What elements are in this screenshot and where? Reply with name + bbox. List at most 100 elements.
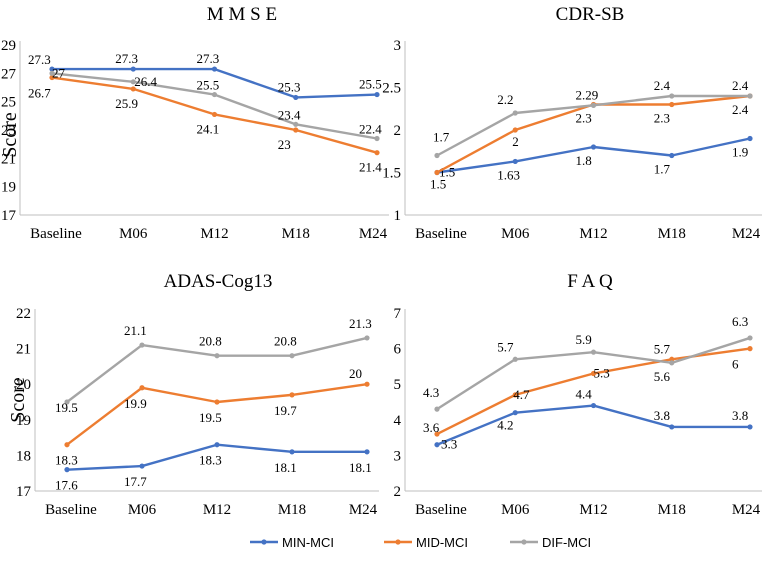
y-tick-label: 17 [16, 484, 32, 500]
x-tick-label: M06 [501, 502, 530, 518]
data-label: 3.3 [441, 437, 457, 452]
data-point [64, 399, 70, 405]
data-point [512, 110, 518, 116]
data-point [512, 410, 518, 416]
data-point [289, 392, 295, 398]
data-point [130, 79, 136, 85]
data-point [364, 381, 370, 387]
data-label: 5.7 [654, 341, 671, 356]
data-point [590, 144, 597, 150]
data-point [289, 449, 295, 455]
data-point [747, 424, 753, 430]
data-label: 18.3 [55, 453, 78, 468]
data-point [669, 93, 675, 99]
data-label: 19.5 [199, 410, 222, 425]
data-point [747, 135, 753, 142]
x-tick-label: M12 [579, 502, 607, 518]
data-label: 26.7 [28, 86, 51, 101]
data-point [130, 66, 136, 72]
data-label: 17.7 [124, 474, 147, 489]
data-point [293, 94, 299, 101]
x-tick-label: M06 [128, 502, 157, 518]
data-label: 25.5 [359, 77, 382, 92]
data-point [293, 121, 299, 127]
data-point [214, 353, 220, 359]
y-tick-label: 2 [394, 484, 402, 500]
legend-label: MID-MCI [416, 535, 468, 550]
data-point [669, 356, 675, 362]
data-label: 19.5 [55, 400, 78, 415]
x-tick-label: M18 [658, 226, 686, 242]
data-point [364, 335, 370, 341]
data-point [130, 86, 136, 92]
data-label: 27.3 [197, 51, 220, 66]
data-label: 18.1 [349, 460, 372, 475]
y-tick-label: 27 [1, 66, 17, 82]
y-tick-label: 2.5 [382, 81, 401, 97]
data-label: 22.4 [359, 122, 382, 137]
data-label: 2 [512, 134, 519, 149]
data-point [434, 152, 440, 159]
data-label: 21.3 [349, 316, 372, 331]
data-point [590, 102, 597, 108]
data-label: 24.1 [197, 121, 220, 136]
data-label: 18.1 [274, 460, 297, 475]
legend-marker [521, 539, 527, 545]
data-label: 19.7 [274, 403, 297, 418]
data-point [669, 152, 675, 159]
data-label: 2.3 [576, 111, 592, 126]
chart-title: M M S E [207, 4, 277, 25]
y-tick-label: 21 [1, 151, 16, 167]
chart-panel-1: M M S E Score 17 19 21 23 25 27 29 Baseline M06 M12… [0, 4, 389, 242]
x-tick-label: M18 [282, 226, 310, 242]
x-tick-label: M18 [658, 502, 686, 518]
data-label: 4.4 [576, 387, 593, 402]
data-label: 5.7 [497, 339, 514, 354]
data-point [289, 353, 295, 359]
y-tick-label: 1 [394, 208, 402, 224]
data-point [512, 392, 518, 398]
y-tick-label: 25 [1, 95, 16, 111]
data-point [747, 93, 753, 99]
data-label: 2.4 [732, 102, 749, 117]
x-tick-label: M24 [732, 226, 761, 242]
data-point [139, 463, 145, 469]
y-tick-label: 29 [1, 38, 16, 54]
series-line-mid-mci [436, 347, 751, 436]
legend-label: DIF-MCI [542, 535, 591, 550]
x-tick-label: Baseline [415, 226, 467, 242]
legend-label: MIN-MCI [282, 535, 334, 550]
data-point [374, 91, 380, 98]
x-tick-label: Baseline [30, 226, 82, 242]
y-tick-label: 20 [16, 377, 31, 393]
data-point [211, 111, 218, 118]
y-tick-label: 4 [394, 413, 402, 429]
data-point [64, 442, 70, 448]
x-tick-label: M24 [349, 502, 378, 518]
data-label: 21.4 [359, 160, 382, 175]
data-label: 20 [349, 366, 362, 381]
data-label: 18.3 [199, 453, 222, 468]
data-point [669, 360, 675, 366]
x-tick-label: M12 [200, 226, 228, 242]
y-tick-label: 19 [1, 180, 16, 196]
data-point [139, 342, 145, 348]
data-point [374, 135, 380, 142]
data-label: 23.4 [278, 107, 301, 122]
y-tick-label: 23 [1, 123, 16, 139]
x-tick-label: M18 [278, 502, 306, 518]
data-label: 1.7 [654, 162, 671, 177]
data-point [434, 431, 440, 437]
data-point [669, 424, 675, 430]
legend: MIN-MCI MID-MCI DIF-MCI [250, 535, 591, 550]
data-label: 1.9 [732, 145, 748, 160]
data-label: 6 [732, 357, 739, 372]
chart-panel-4: F A Q 2 3 4 5 6 7 Baseline M06 M12 M18 M24 3.3 4.2 4.4… [394, 271, 762, 518]
y-tick-label: 1.5 [382, 166, 401, 182]
legend-marker [395, 539, 401, 545]
x-tick-label: M24 [732, 502, 761, 518]
y-tick-label: 19 [16, 413, 31, 429]
chart-panel-3: ADAS-Cog13 Score 17 18 19 20 21 22 Baseline M06 M1… [7, 271, 379, 518]
chart-panel-2: CDR-SB 1 1.5 2 2.5 3 Baseline M06 M12 M18 M24 1.5 1.… [382, 4, 762, 242]
